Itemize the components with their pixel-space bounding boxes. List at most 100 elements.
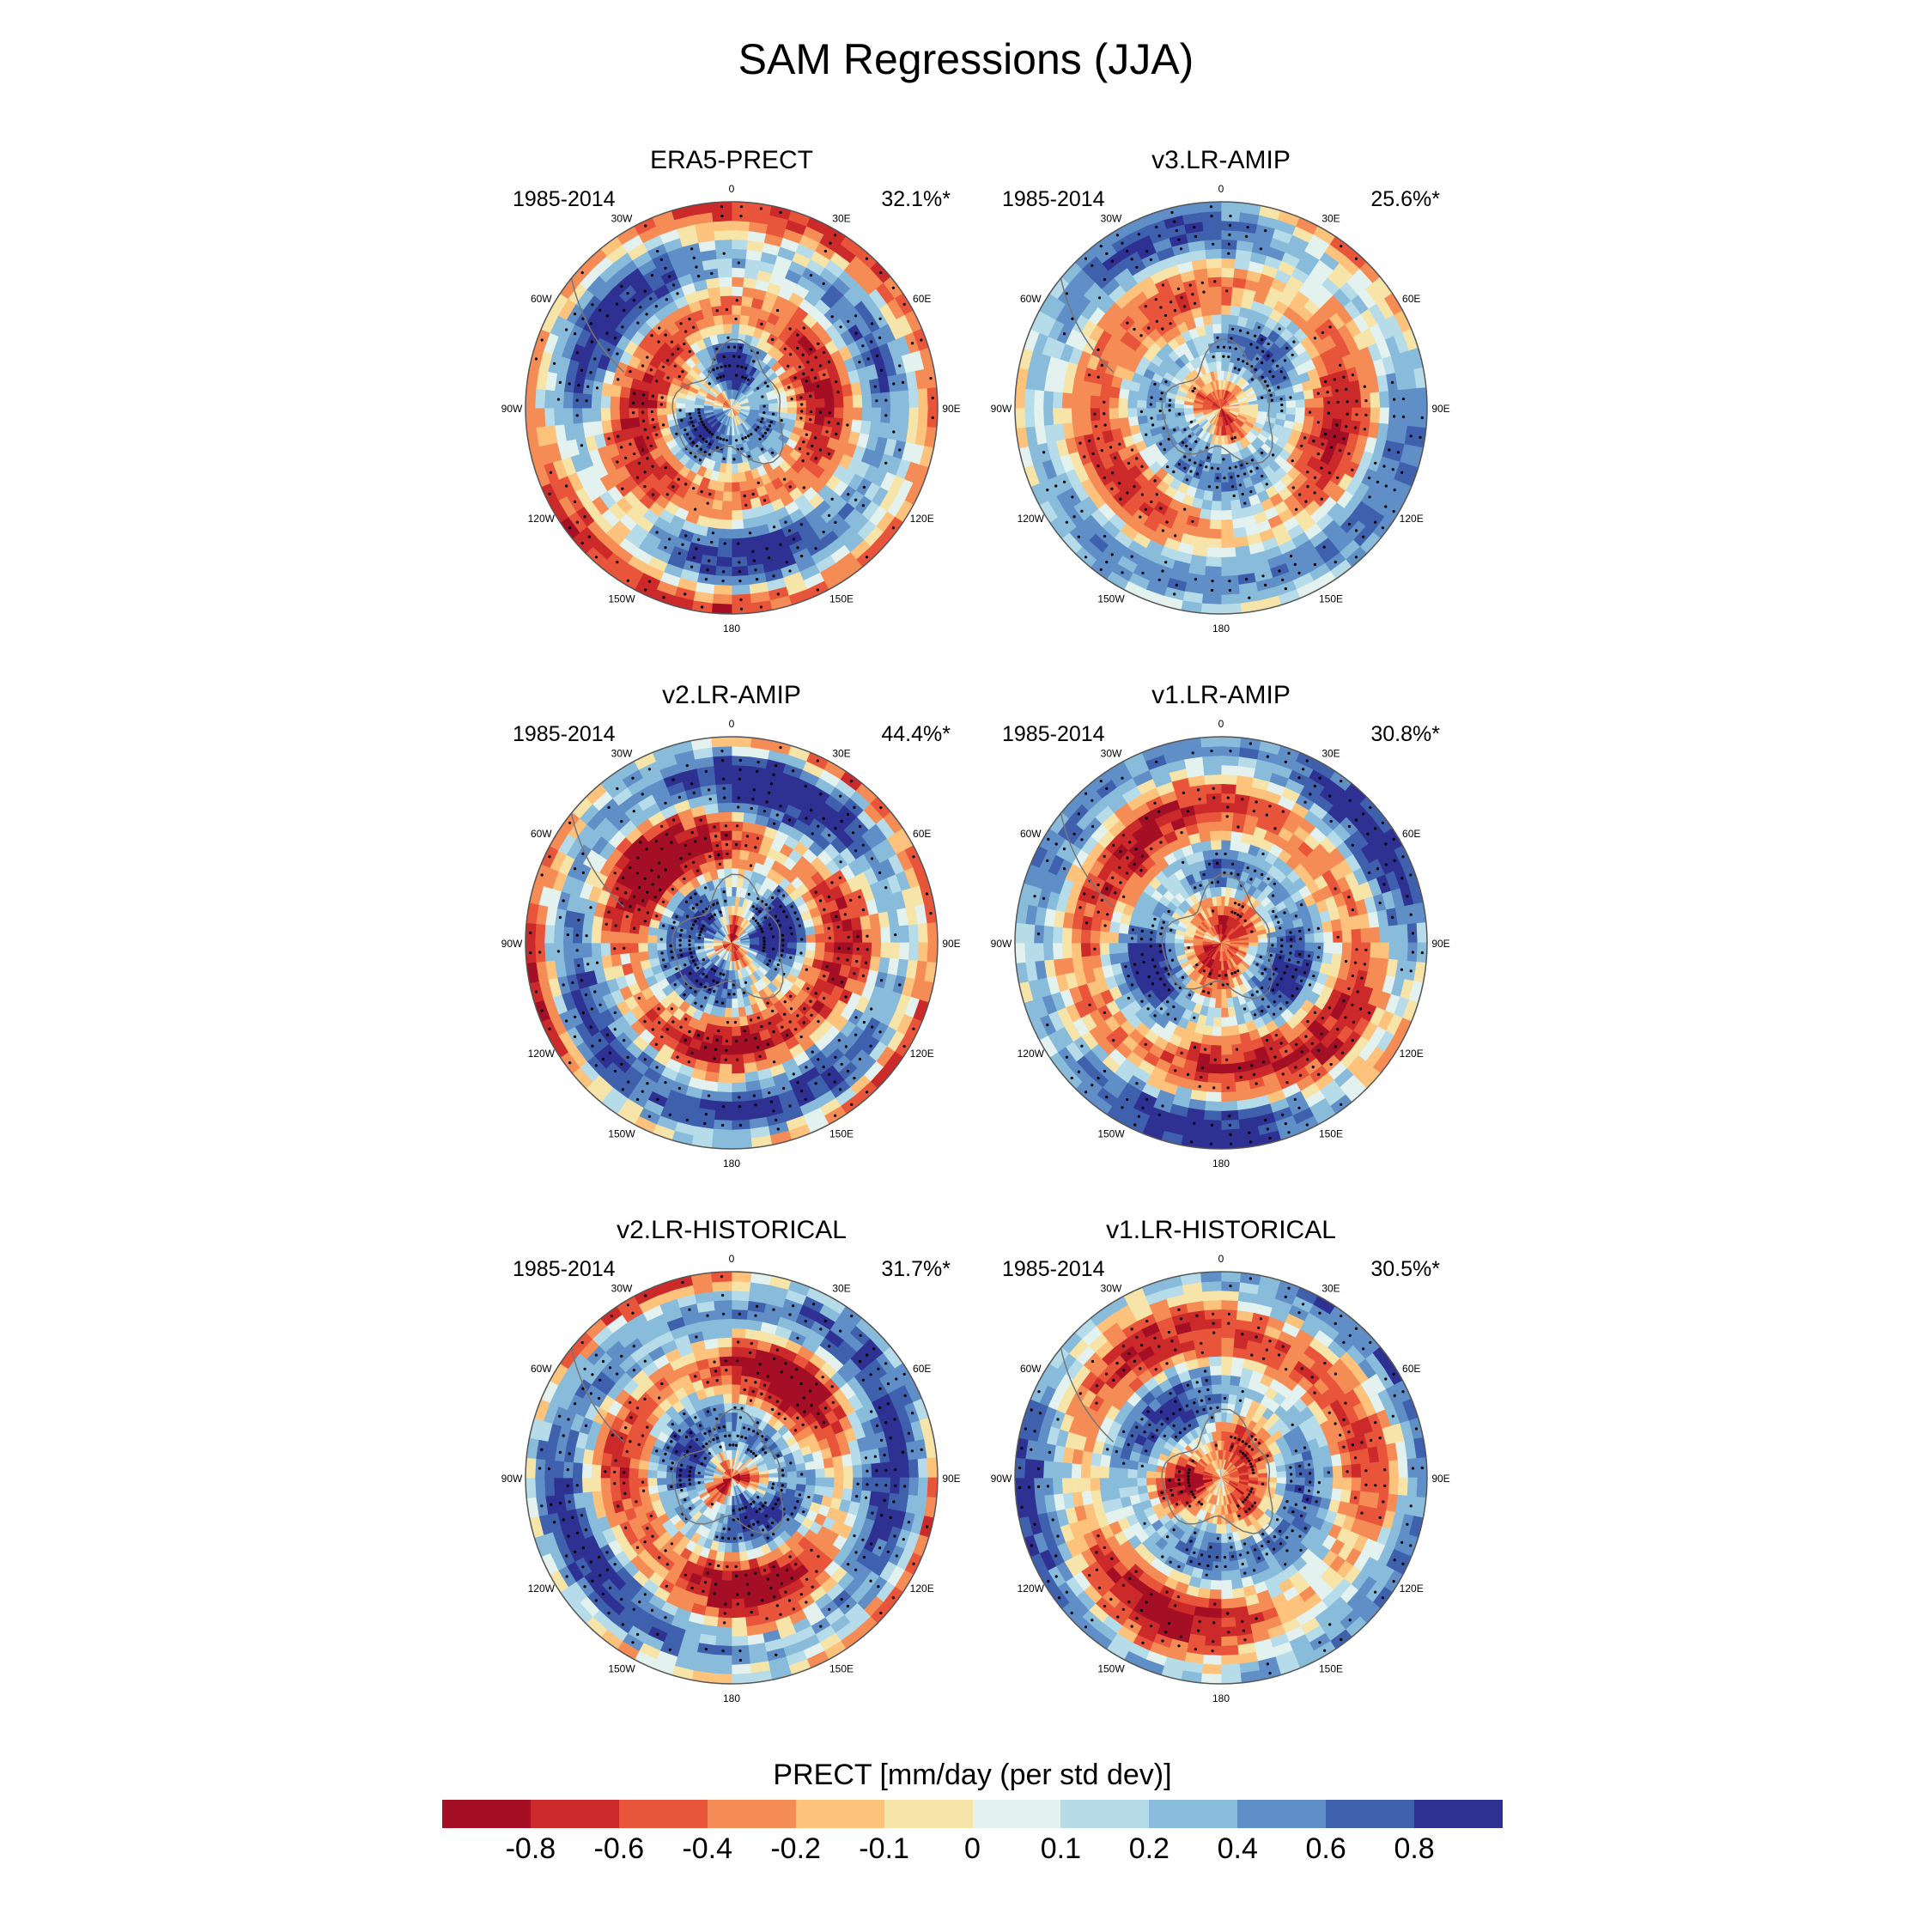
- significance-dot: [720, 365, 723, 368]
- significance-dot: [644, 588, 647, 592]
- field-cell: [718, 1063, 732, 1075]
- field-cell: [656, 414, 668, 423]
- field-cell: [1220, 323, 1230, 334]
- significance-dot: [702, 972, 705, 975]
- significance-dot: [687, 1060, 690, 1064]
- significance-dot: [790, 905, 793, 908]
- significance-dot: [790, 933, 793, 936]
- significance-dot: [798, 447, 802, 451]
- significance-dot: [1316, 453, 1320, 456]
- significance-dot: [1267, 389, 1272, 392]
- significance-dot: [704, 578, 708, 581]
- significance-dot: [744, 367, 748, 370]
- significance-dot: [839, 860, 842, 864]
- field-cell: [731, 229, 750, 241]
- field-cell: [1208, 519, 1222, 531]
- significance-dot: [1155, 225, 1158, 228]
- precip-field: [526, 737, 938, 1149]
- field-cell: [738, 481, 749, 493]
- significance-dot: [1306, 485, 1309, 489]
- field-cell: [712, 593, 732, 605]
- significance-dot: [553, 361, 556, 365]
- field-cell: [718, 276, 732, 288]
- significance-dot: [1234, 347, 1237, 350]
- significance-dot: [645, 313, 648, 316]
- significance-dot: [1211, 466, 1214, 470]
- field-cell: [1042, 407, 1054, 426]
- significance-dot: [1223, 477, 1226, 480]
- significance-dot: [1374, 520, 1377, 524]
- field-cell: [1024, 388, 1036, 409]
- significance-dot: [1173, 309, 1176, 313]
- longitude-label: 90W: [501, 403, 523, 415]
- significance-dot: [740, 447, 744, 451]
- significance-dot: [688, 317, 691, 321]
- significance-dot: [723, 542, 726, 545]
- field-cell: [1209, 509, 1222, 521]
- significance-dot: [779, 543, 782, 546]
- significance-dot: [739, 598, 743, 602]
- significance-dot: [698, 414, 702, 417]
- significance-dot: [1097, 375, 1100, 379]
- field-cell: [711, 603, 732, 614]
- significance-dot: [759, 605, 762, 609]
- significance-dot: [811, 444, 814, 447]
- significance-dot: [768, 556, 771, 560]
- significance-dot: [724, 824, 727, 828]
- significance-dot: [759, 927, 763, 931]
- significance-dot: [654, 840, 658, 843]
- south-america-coastline: [1057, 264, 1115, 373]
- significance-dot: [830, 315, 834, 319]
- significance-dot: [722, 570, 726, 574]
- field-cell: [1211, 491, 1222, 502]
- significance-dot: [688, 947, 691, 951]
- significance-dot: [651, 394, 654, 398]
- field-cell: [713, 313, 724, 326]
- significance-dot: [749, 532, 752, 535]
- significance-dot: [715, 1038, 719, 1042]
- significance-dot: [836, 957, 840, 960]
- significance-dot: [636, 321, 640, 325]
- field-cell: [721, 313, 732, 325]
- significance-dot: [1241, 492, 1244, 496]
- field-cell: [656, 942, 667, 951]
- significance-dot: [1191, 389, 1194, 392]
- field-cell: [731, 998, 738, 1009]
- significance-dot: [659, 938, 663, 941]
- significance-dot: [637, 908, 641, 911]
- significance-dot: [1347, 522, 1352, 526]
- longitude-label: 60E: [913, 293, 931, 305]
- significance-dot: [1393, 415, 1396, 418]
- significance-dot: [764, 902, 768, 907]
- field-cell: [731, 463, 738, 474]
- field-cell: [1205, 556, 1222, 568]
- significance-dot: [1261, 361, 1264, 365]
- significance-dot: [587, 535, 591, 538]
- significance-dot: [747, 892, 750, 896]
- field-cell: [1127, 398, 1138, 409]
- significance-dot: [683, 1038, 687, 1042]
- significance-dot: [708, 559, 711, 562]
- significance-dot: [1327, 471, 1331, 475]
- significance-dot: [590, 340, 593, 343]
- significance-dot: [1133, 327, 1136, 331]
- field-cell: [722, 482, 732, 493]
- significance-dot: [683, 877, 686, 881]
- significance-dot: [1250, 459, 1255, 462]
- significance-dot: [718, 862, 721, 866]
- significance-dot: [1159, 306, 1163, 309]
- field-cell: [1220, 295, 1233, 307]
- significance-dot: [575, 414, 579, 417]
- significance-dot: [700, 490, 703, 494]
- significance-dot: [734, 317, 738, 321]
- significance-dot: [694, 920, 697, 923]
- significance-dot: [811, 1050, 814, 1054]
- field-cell: [629, 416, 641, 428]
- significance-dot: [725, 834, 728, 837]
- significance-dot: [655, 914, 659, 918]
- significance-dot: [802, 372, 805, 375]
- significance-dot: [1119, 497, 1122, 501]
- significance-dot: [1139, 334, 1143, 337]
- significance-dot: [586, 385, 590, 388]
- significance-dot: [643, 428, 647, 431]
